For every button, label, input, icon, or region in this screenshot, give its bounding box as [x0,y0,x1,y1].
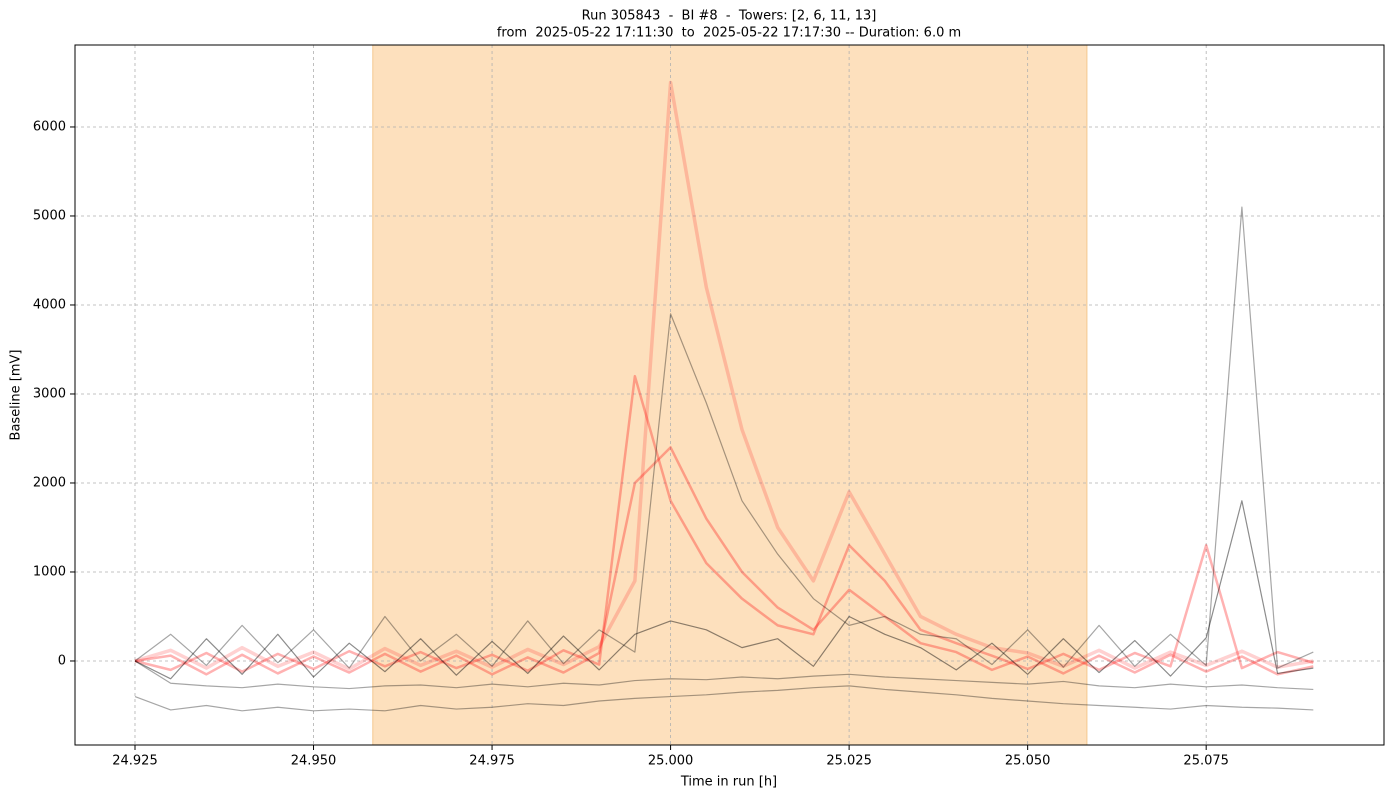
y-tick-label: 5000 [33,208,66,223]
y-tick-label: 2000 [33,475,66,490]
series-line [134,500,1314,680]
y-tick-label: 6000 [33,119,66,134]
x-tick-label: 24.975 [469,754,515,769]
y-tick-label: 1000 [33,564,66,579]
y-tick-label: 3000 [33,386,66,401]
plot-frame [74,44,1385,746]
y-tick-label: 4000 [33,297,66,312]
x-axis-label: Time in run [h] [680,775,777,790]
series-line [134,374,1314,673]
series-line [134,206,1314,669]
chart-title: Run 305843 - BI #8 - Towers: [2, 6, 11, … [582,9,877,24]
chart-subtitle: from 2025-05-22 17:11:30 to 2025-05-22 1… [497,26,961,41]
highlight-span [372,44,1088,746]
x-tick-label: 25.075 [1183,754,1229,769]
x-tick-label: 25.025 [826,754,872,769]
x-tick-label: 25.050 [1005,754,1051,769]
series-line [134,446,1314,676]
x-tick-label: 25.000 [648,754,694,769]
y-axis-label: Baseline [mV] [9,350,24,441]
series-line [134,80,1314,671]
series-line [134,660,1314,691]
x-tick-label: 24.925 [112,754,158,769]
y-tick-label: 0 [58,653,66,668]
x-tick-label: 24.950 [291,754,337,769]
series-line [134,685,1314,712]
